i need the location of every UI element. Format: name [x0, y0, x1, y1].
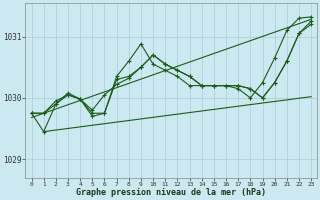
- X-axis label: Graphe pression niveau de la mer (hPa): Graphe pression niveau de la mer (hPa): [76, 188, 266, 197]
